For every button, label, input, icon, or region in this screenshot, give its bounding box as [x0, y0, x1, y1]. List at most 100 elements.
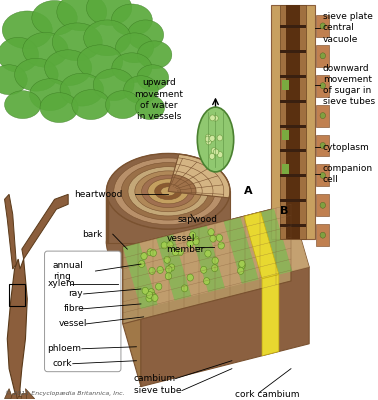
Polygon shape [173, 230, 208, 296]
Bar [316, 164, 329, 186]
Circle shape [216, 234, 223, 241]
Polygon shape [123, 243, 158, 309]
Ellipse shape [121, 162, 215, 220]
Polygon shape [240, 213, 276, 280]
Circle shape [212, 257, 218, 264]
Ellipse shape [142, 175, 195, 208]
Bar [282, 164, 289, 174]
Circle shape [217, 152, 223, 158]
Circle shape [213, 149, 219, 155]
Bar [280, 199, 305, 202]
Circle shape [152, 294, 158, 302]
Polygon shape [224, 217, 259, 284]
Circle shape [210, 115, 215, 121]
Circle shape [181, 285, 188, 292]
Bar [316, 194, 329, 216]
Ellipse shape [29, 79, 70, 111]
Circle shape [217, 135, 223, 141]
Bar [280, 124, 305, 128]
Circle shape [239, 260, 245, 267]
Circle shape [167, 242, 173, 248]
Circle shape [209, 135, 215, 141]
Bar [280, 150, 305, 152]
Ellipse shape [23, 32, 68, 67]
Ellipse shape [137, 41, 172, 69]
Circle shape [146, 292, 153, 298]
FancyBboxPatch shape [45, 251, 121, 372]
Bar [280, 50, 305, 53]
Polygon shape [262, 274, 279, 356]
Ellipse shape [60, 73, 104, 106]
Circle shape [168, 264, 175, 271]
Ellipse shape [87, 0, 132, 26]
Circle shape [320, 202, 325, 208]
Polygon shape [7, 259, 27, 398]
Text: cytoplasm: cytoplasm [323, 143, 370, 152]
Circle shape [142, 287, 149, 294]
Bar [280, 75, 305, 78]
Circle shape [138, 260, 145, 268]
Ellipse shape [112, 53, 152, 83]
Ellipse shape [127, 20, 164, 50]
Bar [280, 100, 305, 103]
Bar [280, 224, 305, 227]
Circle shape [155, 283, 162, 290]
Polygon shape [106, 191, 230, 243]
Ellipse shape [93, 69, 134, 101]
Circle shape [150, 293, 156, 300]
Ellipse shape [52, 23, 102, 61]
Circle shape [166, 266, 172, 273]
Text: vessel: vessel [59, 319, 88, 328]
Circle shape [149, 268, 155, 274]
Circle shape [320, 142, 325, 148]
Ellipse shape [14, 58, 58, 91]
Polygon shape [168, 174, 196, 194]
Text: phloem: phloem [47, 344, 81, 353]
Circle shape [189, 232, 196, 239]
Circle shape [213, 115, 218, 121]
Bar [9, 284, 25, 306]
Ellipse shape [0, 65, 27, 95]
Circle shape [320, 53, 325, 59]
Polygon shape [207, 222, 242, 288]
Ellipse shape [72, 90, 110, 120]
Ellipse shape [128, 167, 208, 216]
Polygon shape [5, 194, 16, 269]
Circle shape [203, 278, 210, 284]
Polygon shape [5, 389, 13, 398]
Circle shape [165, 273, 172, 280]
Circle shape [157, 266, 163, 274]
Circle shape [187, 240, 193, 247]
Ellipse shape [106, 154, 230, 229]
Polygon shape [274, 204, 309, 271]
Ellipse shape [105, 91, 140, 118]
Circle shape [212, 265, 218, 272]
Bar [282, 80, 289, 90]
Text: © 2011 Encyclopædia Britannica, Inc.: © 2011 Encyclopædia Britannica, Inc. [5, 390, 124, 396]
Circle shape [168, 264, 174, 271]
Circle shape [172, 249, 179, 256]
Polygon shape [20, 394, 29, 400]
Ellipse shape [77, 45, 123, 79]
Circle shape [147, 249, 153, 256]
Circle shape [200, 266, 207, 273]
Ellipse shape [112, 4, 152, 36]
Bar [282, 130, 289, 140]
Bar [316, 45, 329, 67]
Bar [316, 75, 329, 97]
Text: xylem: xylem [47, 280, 75, 288]
Text: A: A [244, 186, 252, 196]
Circle shape [208, 229, 214, 236]
Bar [271, 5, 314, 239]
Polygon shape [7, 394, 18, 400]
Ellipse shape [135, 171, 201, 212]
Circle shape [320, 23, 325, 29]
Text: B: B [280, 206, 288, 216]
Circle shape [218, 242, 225, 249]
Ellipse shape [148, 179, 189, 204]
Bar [285, 5, 300, 239]
Circle shape [205, 250, 211, 257]
Ellipse shape [84, 20, 131, 56]
Ellipse shape [106, 205, 230, 281]
Polygon shape [22, 194, 68, 259]
